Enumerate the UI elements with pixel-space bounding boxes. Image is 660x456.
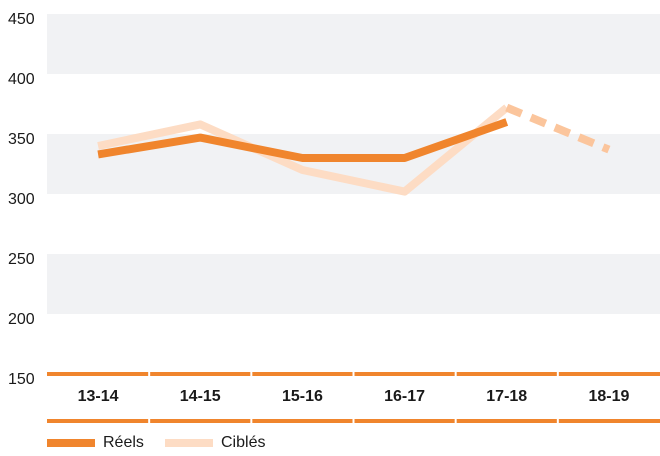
y-tick-label: 150 — [8, 371, 35, 388]
y-tick-label: 300 — [8, 191, 35, 208]
y-tick-label: 350 — [8, 131, 35, 148]
y-tick-label: 200 — [8, 311, 35, 328]
line-series — [97, 104, 510, 196]
x-tick-label: 13-14 — [78, 388, 119, 405]
legend-swatch — [47, 439, 95, 447]
line-series — [97, 118, 509, 162]
legend-swatch — [165, 439, 213, 447]
y-tick-label: 450 — [8, 11, 35, 28]
x-tick-label: 14-15 — [180, 388, 221, 405]
grid-band — [47, 254, 660, 314]
grid-band — [47, 14, 660, 74]
grid-band — [47, 134, 660, 194]
legend-label: Ciblés — [221, 434, 265, 451]
x-tick-label: 15-16 — [282, 388, 323, 405]
x-tick-label: 18-19 — [588, 388, 629, 405]
x-tick-label: 16-17 — [384, 388, 425, 405]
y-tick-label: 400 — [8, 71, 35, 88]
line-series-dashed — [505, 103, 611, 154]
legend-label: Réels — [103, 434, 144, 451]
y-tick-label: 250 — [8, 251, 35, 268]
x-tick-label: 17-18 — [486, 388, 527, 405]
